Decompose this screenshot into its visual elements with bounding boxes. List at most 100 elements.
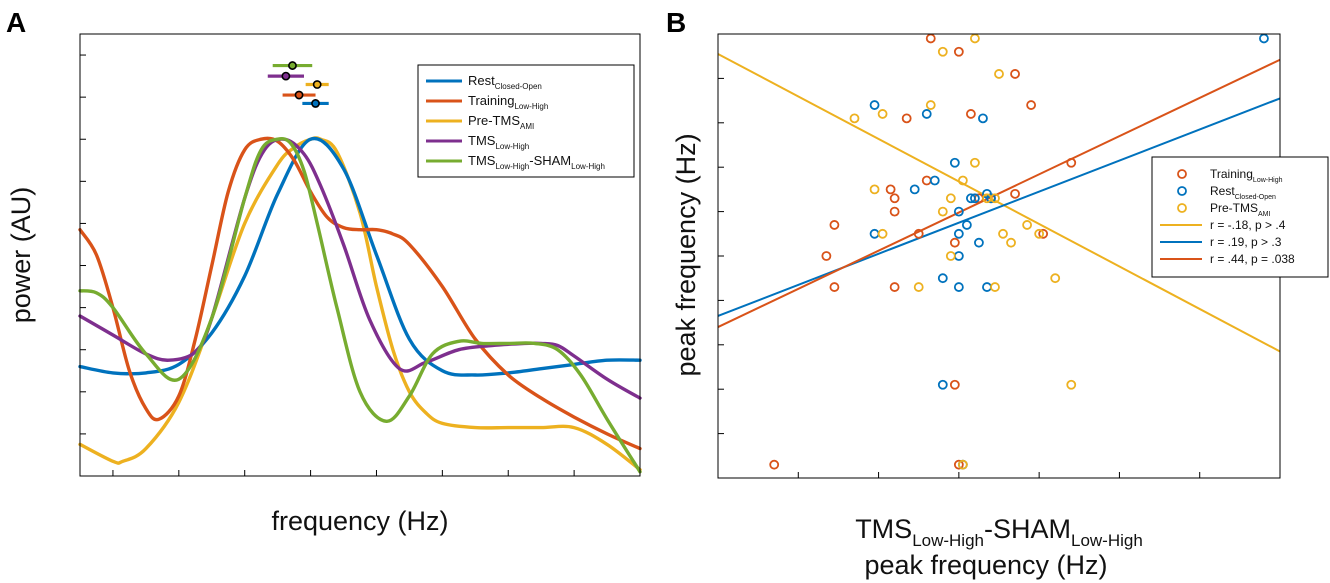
x-axis-label-b-line2: peak frequency (Hz) <box>864 550 1107 580</box>
scatter-point <box>990 193 1000 204</box>
scatter-point <box>877 228 888 239</box>
scatter-point <box>769 459 780 470</box>
panel-b: B TMSLow-High-SHAMLow-High peak frequenc… <box>666 7 1329 580</box>
scatter-point <box>957 459 968 470</box>
legend-subscript: Closed-Open <box>495 82 542 91</box>
legend-entry-a: Pre-TMSAMI <box>468 113 534 131</box>
scatter-point <box>1010 188 1020 199</box>
scatter-point <box>1034 228 1045 239</box>
legend-marker-b <box>1177 203 1187 213</box>
scatter-point <box>953 228 964 239</box>
series-line-a <box>78 137 642 400</box>
scatter-point <box>877 109 888 119</box>
panel-label-b: B <box>666 7 686 38</box>
legend-suffix: -SHAM <box>529 153 571 168</box>
legend-name: Rest <box>1210 184 1235 198</box>
scatter-point <box>829 282 840 292</box>
scatter-point <box>821 251 832 261</box>
scatter-point <box>829 220 840 230</box>
scatter-point <box>966 193 976 204</box>
scatter-point <box>889 193 900 204</box>
legend-name: TMS <box>468 133 496 148</box>
fit-line <box>717 53 1281 353</box>
legend-subscript: Low-High <box>514 102 548 111</box>
scatter-point <box>945 193 956 204</box>
scatter-point <box>925 33 936 44</box>
legend-subscript: Low-High <box>495 162 529 171</box>
scatter-point <box>1006 237 1016 248</box>
legend-fit-label: r = .44, p = .038 <box>1210 252 1295 266</box>
scatter-point <box>1010 69 1020 79</box>
scatter-point <box>994 69 1004 79</box>
scatter-point <box>929 175 940 186</box>
plot-frame-a <box>79 33 641 477</box>
scatter-point <box>937 379 948 390</box>
legend-entry-a: TMSLow-High-SHAMLow-High <box>468 153 605 171</box>
legend-name: Training <box>1210 167 1253 181</box>
legend-marker-b <box>1177 169 1187 179</box>
peak-marker <box>294 90 304 100</box>
legend-a: RestClosed-OpenTrainingLow-HighPre-TMSAM… <box>417 64 635 178</box>
scatter-point <box>869 228 880 239</box>
scatter-point <box>970 33 980 44</box>
scatter-point <box>937 46 948 57</box>
x-axis-label-a: frequency (Hz) <box>271 506 448 536</box>
fit-line <box>717 97 1281 317</box>
legend-name: Rest <box>468 73 495 88</box>
scatter-point <box>974 237 984 248</box>
scatter-point <box>957 175 968 186</box>
scatter-point <box>953 206 964 217</box>
scatter-point <box>937 206 948 217</box>
scatter-point <box>901 113 912 124</box>
legend-entry-a: RestClosed-Open <box>468 73 542 91</box>
legend-name: Pre-TMS <box>1210 201 1258 215</box>
legend-marker-b <box>1177 186 1187 196</box>
peak-marker <box>281 71 291 81</box>
scatter-point <box>1050 273 1061 284</box>
scatter-point <box>953 46 964 57</box>
legend-subscript: AMI <box>1258 211 1271 218</box>
legend-subscript: Low-High <box>495 142 529 151</box>
fit-line <box>717 58 1281 328</box>
legend-subscript: Low-High <box>1253 177 1283 184</box>
scatter-point <box>869 184 880 195</box>
scatter-point <box>921 109 932 119</box>
legend-entry-b: RestClosed-Open <box>1210 184 1276 201</box>
scatter-point <box>945 251 956 261</box>
series-line-a <box>78 136 642 472</box>
scatter-point <box>1038 228 1049 239</box>
legend-entry-b: TrainingLow-High <box>1210 167 1283 184</box>
y-axis-label-a: power (AU) <box>6 187 36 324</box>
scatter-point <box>1259 33 1269 44</box>
scatter-point <box>885 184 896 195</box>
scatter-point <box>889 282 900 292</box>
scatter-point <box>953 251 964 261</box>
legend-b: TrainingLow-HighRestClosed-OpenPre-TMSAM… <box>1151 156 1329 278</box>
legend-subscript: Closed-Open <box>1235 194 1276 201</box>
legend-entry-a: TMSLow-High <box>468 133 529 151</box>
panel-label-a: A <box>6 7 26 38</box>
scatter-point <box>949 157 960 168</box>
legend-box-b <box>1151 156 1329 278</box>
scatter-point <box>909 184 920 195</box>
legend-subscript-2: Low-High <box>571 162 605 171</box>
scatter-point <box>949 379 960 390</box>
scatter-point <box>982 282 992 292</box>
scatter-point <box>966 109 976 119</box>
scatter-point <box>970 157 980 168</box>
legend-name: Training <box>468 93 514 108</box>
scatter-point <box>998 228 1008 239</box>
scatter-point <box>869 100 880 110</box>
scatter-point <box>949 237 960 248</box>
peak-marker <box>312 80 322 89</box>
scatter-point <box>1026 100 1037 110</box>
scatter-point <box>953 282 964 292</box>
scatter-point <box>1022 220 1032 230</box>
scatter-point <box>849 113 860 124</box>
scatter-point <box>990 282 1000 292</box>
scatter-point <box>1066 157 1077 168</box>
scatter-point <box>913 228 924 239</box>
scatter-point <box>889 206 900 217</box>
series-line-a <box>78 136 642 451</box>
